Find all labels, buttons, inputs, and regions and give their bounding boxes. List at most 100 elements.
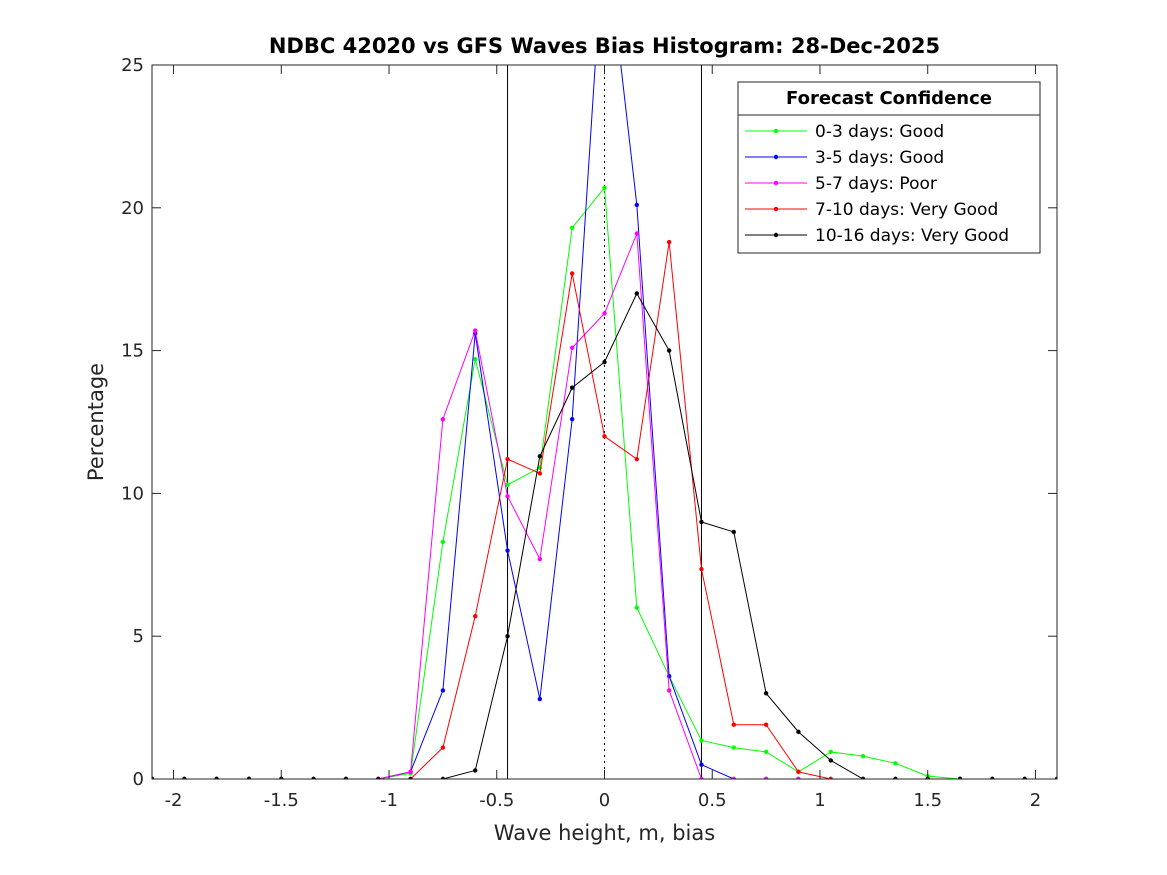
data-point <box>796 729 801 735</box>
legend-swatch-marker <box>773 232 779 238</box>
legend-label: 10-16 days: Very Good <box>815 226 1009 246</box>
legend-swatch-marker <box>773 206 779 212</box>
data-point <box>666 688 672 693</box>
data-point <box>893 761 898 766</box>
data-point <box>731 722 736 727</box>
legend-item: 3-5 days: Good <box>745 148 944 168</box>
data-point <box>699 566 704 572</box>
data-point <box>634 456 640 462</box>
legend-item: 10-16 days: Very Good <box>745 226 1009 246</box>
data-point <box>763 691 769 696</box>
data-point <box>537 556 543 562</box>
y-tick-label: 10 <box>121 483 144 504</box>
legend-swatch-marker <box>773 180 779 186</box>
data-point <box>569 345 575 350</box>
data-point <box>602 434 607 439</box>
data-point <box>569 385 575 390</box>
chart-title: NDBC 42020 vs GFS Waves Bias Histogram: … <box>269 34 940 58</box>
data-point <box>828 758 833 763</box>
data-point <box>214 776 219 779</box>
data-point <box>731 776 736 779</box>
data-point <box>731 745 736 750</box>
legend-label: 0-3 days: Good <box>815 122 944 142</box>
data-point <box>440 416 446 422</box>
data-point <box>440 539 446 545</box>
data-point <box>666 348 672 353</box>
data-point <box>505 548 510 553</box>
data-point <box>440 688 446 693</box>
data-point <box>602 359 607 365</box>
data-point <box>440 776 446 779</box>
x-tick-label: -1 <box>380 790 398 811</box>
data-point <box>1054 776 1057 779</box>
y-tick-label: 0 <box>133 769 144 790</box>
data-point <box>602 185 607 191</box>
x-tick-label: 1 <box>814 790 825 811</box>
data-point <box>828 776 833 779</box>
data-point <box>569 225 575 230</box>
x-axis-label: Wave height, m, bias <box>494 821 715 845</box>
y-tick-label: 20 <box>121 198 144 219</box>
data-point <box>634 231 640 236</box>
data-point <box>634 202 640 208</box>
x-tick-label: -1.5 <box>264 790 299 811</box>
data-point <box>246 776 252 779</box>
x-tick-label: 2 <box>1030 790 1041 811</box>
legend-label: 3-5 days: Good <box>815 148 944 168</box>
legend-box <box>737 81 1041 254</box>
y-axis-label: Percentage <box>84 363 108 481</box>
series-5 <box>152 291 1057 779</box>
data-point <box>440 745 446 750</box>
y-tick-label: 25 <box>121 55 144 76</box>
data-point <box>537 471 543 476</box>
data-point <box>763 749 769 755</box>
data-point <box>537 454 543 459</box>
data-point <box>152 776 155 779</box>
x-tick-label: 1.5 <box>913 790 942 811</box>
data-point <box>505 494 510 499</box>
data-point <box>1022 776 1027 779</box>
data-point <box>408 769 413 775</box>
legend-item: 7-10 days: Very Good <box>745 200 998 220</box>
data-point <box>763 722 769 727</box>
legend: Forecast Confidence 0-3 days: Good 3-5 da… <box>737 81 1041 254</box>
data-point <box>699 762 704 767</box>
data-point <box>569 416 575 422</box>
data-point <box>860 753 866 759</box>
data-point <box>343 776 349 779</box>
y-tick-label: 15 <box>121 341 144 362</box>
x-tick-label: 0 <box>599 790 610 811</box>
data-point <box>893 776 898 779</box>
data-point <box>311 776 316 779</box>
legend-item: 0-3 days: Good <box>745 122 944 142</box>
x-tick-label: -0.5 <box>479 790 514 811</box>
data-point <box>828 749 833 755</box>
data-point <box>473 768 478 773</box>
data-point <box>505 456 510 462</box>
data-point <box>731 529 736 535</box>
data-point <box>537 696 543 702</box>
data-point <box>860 776 866 779</box>
data-point <box>473 328 478 333</box>
y-tick-label: 5 <box>133 626 144 647</box>
data-point <box>699 738 704 743</box>
x-tick-label: -2 <box>165 790 183 811</box>
data-point <box>634 605 640 610</box>
legend-item: 5-7 days: Poor <box>745 174 937 194</box>
data-point <box>505 634 510 639</box>
data-point <box>763 776 769 779</box>
legend-swatch-marker <box>773 154 779 160</box>
legend-label: 5-7 days: Poor <box>815 174 937 194</box>
data-point <box>602 311 607 316</box>
data-point <box>408 776 413 779</box>
legend-title: Forecast Confidence <box>786 88 992 109</box>
data-point <box>376 776 381 779</box>
data-point <box>699 776 704 779</box>
data-point <box>990 776 995 779</box>
data-point <box>182 776 187 779</box>
data-point <box>796 769 801 775</box>
data-point <box>505 482 510 488</box>
data-point <box>699 519 704 525</box>
data-point <box>473 356 478 362</box>
